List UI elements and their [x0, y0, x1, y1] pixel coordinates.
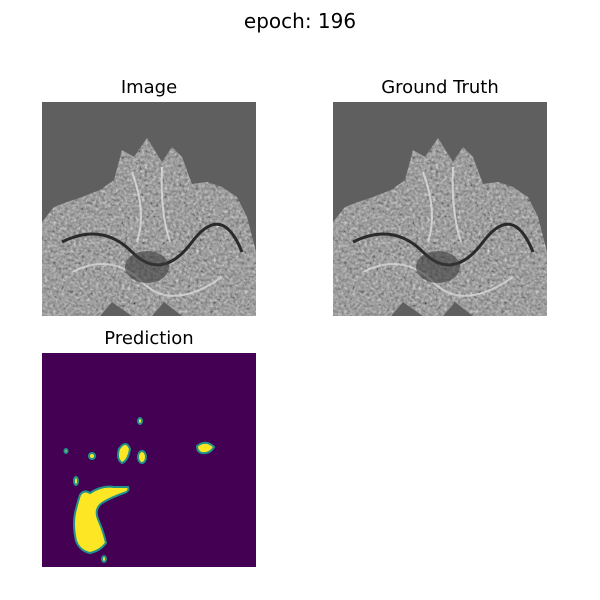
prediction-mask-image: [42, 353, 256, 567]
ground-truth-panel: [333, 102, 547, 316]
image-panel: [42, 102, 256, 316]
ground-truth-panel-title: Ground Truth: [381, 77, 499, 98]
prediction-panel: [42, 353, 256, 567]
prediction-panel-title: Prediction: [104, 328, 194, 349]
image-panel-title: Image: [120, 77, 178, 98]
ground-truth-image: [333, 102, 547, 316]
figure-title: epoch: 196: [243, 9, 357, 33]
mri-slice-image: [42, 102, 256, 316]
